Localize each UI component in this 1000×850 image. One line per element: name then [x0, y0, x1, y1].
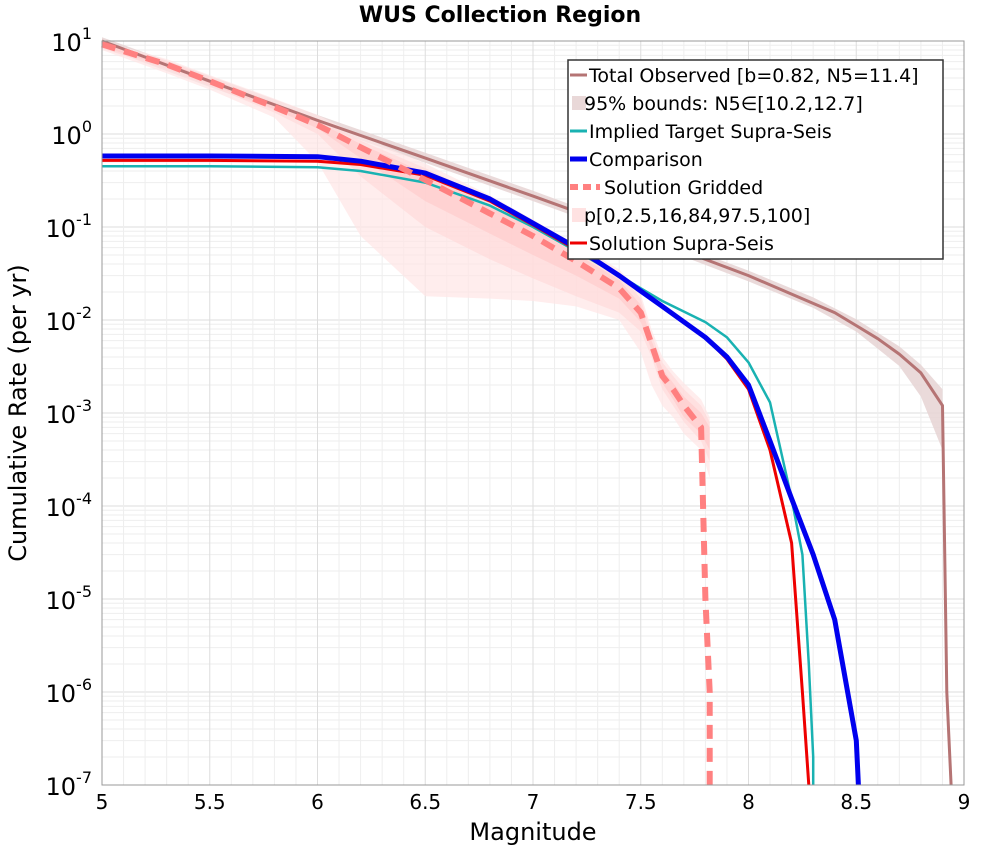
legend-item: 95% bounds: N5∈[10.2,12.7] [572, 93, 863, 115]
x-axis-ticks: 5 5.5 6 6.5 7 7.5 8 8.5 9 [96, 790, 971, 814]
x-tick-label: 7 [527, 790, 540, 814]
y-axis-ticks: 10-7 10-6 10-5 10-4 10-3 10-2 10-1 100 101 [46, 24, 93, 801]
legend-swatch [572, 96, 586, 110]
y-tick-label: 10-5 [46, 582, 93, 615]
legend-box [567, 59, 944, 260]
x-tick-label: 9 [958, 790, 971, 814]
series-line-1 [102, 165, 815, 785]
x-tick-label: 8 [742, 790, 755, 814]
legend-item: p[0,2.5,16,84,97.5,100] [572, 205, 810, 227]
legend-items: Total Observed [b=0.82, N5=11.4] 95% boun… [570, 65, 919, 255]
y-tick-label: 100 [51, 117, 92, 150]
x-tick-label: 6 [311, 790, 324, 814]
legend-label: p[0,2.5,16,84,97.5,100] [584, 205, 810, 227]
legend-label: Solution Gridded [604, 177, 763, 199]
legend-item: Solution Supra-Seis [570, 233, 774, 255]
legend-item: Implied Target Supra-Seis [570, 121, 832, 143]
series-line-3 [101, 41, 713, 785]
legend-item: Comparison [570, 149, 703, 171]
band-1 [102, 41, 710, 478]
legend-swatch [572, 208, 586, 222]
series-line-0 [101, 39, 953, 786]
x-tick-label: 5 [96, 790, 109, 814]
y-tick-label: 10-1 [46, 210, 93, 243]
series-lines [101, 39, 953, 786]
y-tick-label: 10-2 [46, 303, 93, 336]
chart-title: WUS Collection Region [359, 3, 641, 28]
plot-frame [101, 40, 965, 786]
legend-label: Comparison [589, 149, 703, 171]
legend-label: Total Observed [b=0.82, N5=11.4] [588, 65, 919, 87]
y-tick-label: 10-6 [46, 675, 93, 708]
x-tick-label: 6.5 [409, 790, 441, 814]
legend-label: Implied Target Supra-Seis [589, 121, 832, 143]
series-line-2 [102, 153, 861, 786]
x-axis-label: Magnitude [469, 818, 596, 846]
y-tick-label: 10-3 [46, 396, 93, 429]
legend-label: Solution Supra-Seis [589, 233, 774, 255]
legend-item: Total Observed [b=0.82, N5=11.4] [570, 65, 919, 87]
bands [102, 37, 943, 478]
legend-label: 95% bounds: N5∈[10.2,12.7] [584, 93, 863, 115]
y-tick-label: 10-4 [46, 489, 93, 522]
y-tick-label: 101 [51, 24, 92, 57]
y-axis-label: Cumulative Rate (per yr) [4, 264, 32, 562]
x-tick-label: 8.5 [840, 790, 872, 814]
x-tick-label: 5.5 [194, 790, 226, 814]
legend-item: Solution Gridded [570, 177, 763, 199]
legend: Total Observed [b=0.82, N5=11.4] 95% boun… [567, 59, 944, 260]
x-tick-label: 7.5 [625, 790, 657, 814]
y-tick-label: 10-7 [46, 768, 93, 801]
